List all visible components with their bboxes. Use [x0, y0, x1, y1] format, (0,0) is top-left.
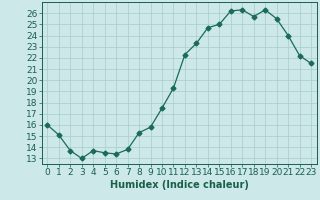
X-axis label: Humidex (Indice chaleur): Humidex (Indice chaleur) [110, 180, 249, 190]
